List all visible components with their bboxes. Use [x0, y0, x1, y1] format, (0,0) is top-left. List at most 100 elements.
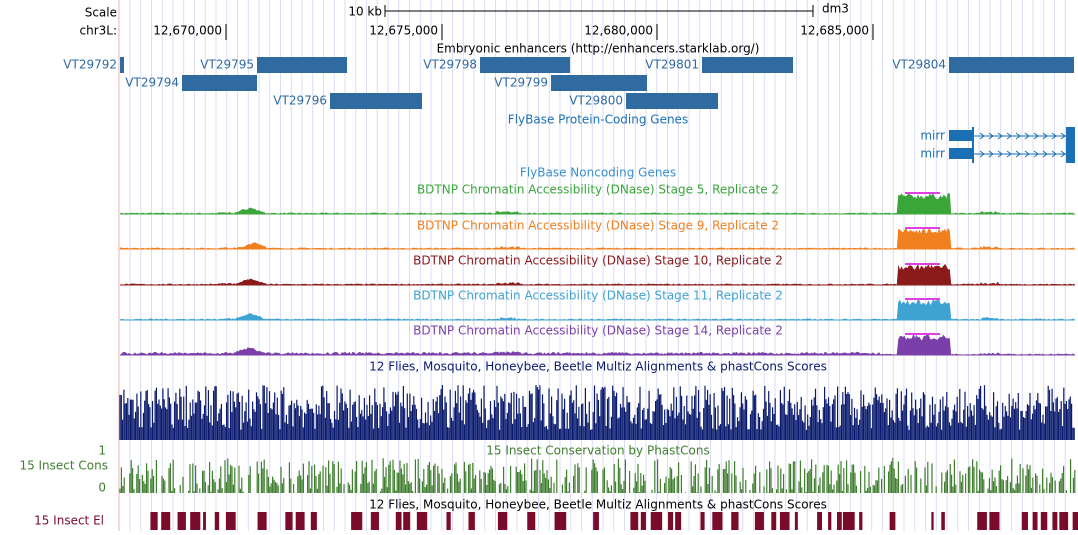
track-title: FlyBase Protein-Coding Genes	[508, 113, 688, 127]
enhancer	[257, 57, 347, 73]
element	[177, 512, 186, 530]
enhancer-label: VT29795	[200, 58, 254, 72]
element	[817, 512, 822, 530]
ruler-tick-label: 12,680,000	[584, 24, 653, 38]
element	[712, 512, 723, 530]
clip-marker	[905, 298, 940, 300]
track-title: BDTNP Chromatin Accessibility (DNase) St…	[417, 183, 779, 197]
exon	[949, 148, 973, 159]
track-title: 12 Flies, Mosquito, Honeybee, Beetle Mul…	[369, 498, 827, 512]
signal	[119, 227, 1076, 250]
element	[977, 512, 987, 530]
strand-arrow	[1051, 132, 1057, 140]
exon	[1066, 145, 1075, 163]
clip-marker	[905, 227, 940, 229]
strand-arrow	[1051, 150, 1057, 158]
element	[731, 512, 739, 530]
enhancer	[480, 57, 570, 73]
element	[828, 512, 832, 530]
element	[842, 512, 855, 530]
element	[446, 512, 451, 530]
element	[989, 512, 1000, 530]
enhancer-label: VT29801	[645, 58, 699, 72]
element	[700, 512, 705, 530]
strand-arrow	[988, 150, 994, 158]
element	[675, 512, 682, 530]
strand-arrow	[1024, 150, 1030, 158]
element	[889, 512, 896, 530]
element	[941, 512, 945, 530]
element	[1021, 512, 1028, 530]
enhancer-label: VT29792	[63, 58, 117, 72]
track-title: BDTNP Chromatin Accessibility (DNase) St…	[417, 219, 779, 233]
enhancer	[551, 75, 647, 91]
strand-arrow	[979, 150, 985, 158]
element	[161, 512, 171, 530]
element	[1032, 512, 1038, 530]
element	[351, 512, 363, 530]
strand-arrow	[1060, 132, 1066, 140]
scale-value: 10 kb	[348, 5, 382, 19]
element	[468, 512, 475, 530]
exon	[1066, 127, 1075, 145]
element	[190, 512, 201, 530]
track-title: Embryonic enhancers (http://enhancers.st…	[437, 42, 760, 56]
strand-arrow	[1024, 132, 1030, 140]
element	[1040, 512, 1048, 530]
exon	[949, 130, 973, 141]
element	[593, 512, 599, 530]
strand-arrow	[997, 150, 1003, 158]
side-label: 15 Insect Cons	[19, 459, 108, 473]
enhancer	[330, 93, 422, 109]
element	[779, 512, 790, 530]
element	[1059, 512, 1069, 530]
element	[1072, 512, 1078, 530]
track-title: BDTNP Chromatin Accessibility (DNase) St…	[413, 324, 783, 338]
enhancer-label: VT29799	[494, 76, 548, 90]
element	[859, 512, 863, 530]
element	[754, 512, 764, 530]
element	[285, 512, 293, 530]
element	[650, 512, 663, 530]
element	[310, 512, 317, 530]
element	[836, 512, 842, 530]
strand-arrow	[979, 132, 985, 140]
assembly: dm3	[822, 2, 849, 16]
element	[150, 512, 158, 530]
element	[214, 512, 220, 530]
enhancer-label: VT29804	[892, 58, 946, 72]
element	[295, 512, 305, 530]
axis-label: 0	[98, 481, 106, 495]
strand-arrow	[1033, 150, 1039, 158]
element	[403, 512, 411, 530]
element	[640, 512, 646, 530]
strand-arrow	[1042, 150, 1048, 158]
enhancer	[182, 75, 257, 91]
element	[931, 512, 934, 530]
strand-arrow	[1060, 150, 1066, 158]
element	[257, 512, 267, 530]
strand-arrow	[1006, 132, 1012, 140]
strand-arrow	[988, 132, 994, 140]
chrom-label: chr3L:	[80, 24, 118, 38]
track-title: 15 Insect Conservation by PhastCons	[486, 444, 709, 458]
enhancer	[120, 57, 124, 73]
element	[630, 512, 639, 530]
element	[497, 512, 508, 530]
enhancer-label: VT29796	[273, 94, 327, 108]
strand-arrow	[1042, 132, 1048, 140]
axis-label: 1	[98, 444, 106, 458]
track-title: BDTNP Chromatin Accessibility (DNase) St…	[413, 289, 783, 303]
gene-label: mirr	[920, 129, 945, 143]
gene-label: mirr	[920, 147, 945, 161]
strand-arrow	[1015, 150, 1021, 158]
tracks: 12,670,000 12,675,000 12,680,000 12,685,000…	[63, 24, 1078, 530]
enhancer	[702, 57, 793, 73]
element	[203, 512, 206, 530]
track-title: BDTNP Chromatin Accessibility (DNase) St…	[413, 254, 783, 268]
signal	[119, 298, 1076, 321]
ruler-tick-label: 12,670,000	[153, 24, 222, 38]
signal	[119, 333, 1076, 356]
scale-label: Scale	[85, 6, 117, 20]
